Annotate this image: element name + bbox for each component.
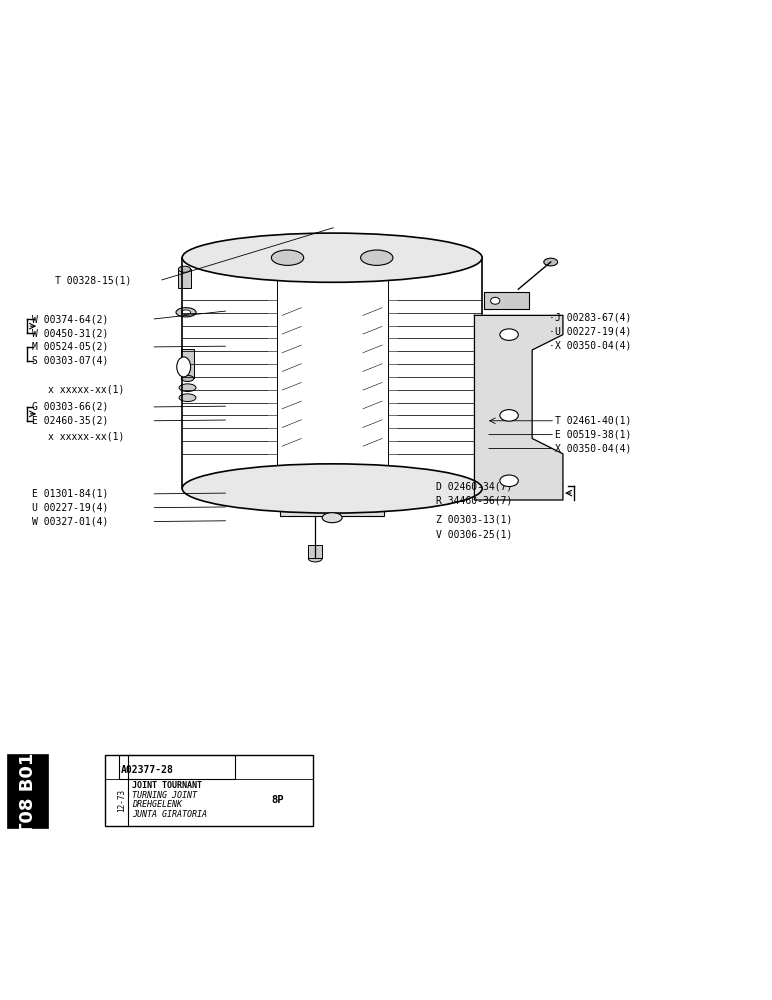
Ellipse shape [308,555,322,562]
Bar [105,755,313,826]
Bar [8,755,48,828]
Text: W 00327-01(4): W 00327-01(4) [32,517,109,527]
Ellipse shape [181,375,194,382]
Bar [279,496,384,516]
Bar [178,269,191,288]
Text: W 00450-31(2): W 00450-31(2) [32,328,109,338]
Ellipse shape [272,250,303,265]
Text: 8P: 8P [272,795,284,805]
Ellipse shape [179,384,196,392]
Ellipse shape [181,310,191,315]
Text: x xxxxx-xx(1): x xxxxx-xx(1) [48,384,124,394]
Ellipse shape [361,250,393,265]
Text: U 00227-19(4): U 00227-19(4) [32,503,109,513]
Bar [308,545,322,558]
Text: E 00519-38(1): E 00519-38(1) [555,430,631,440]
Ellipse shape [182,464,482,513]
Ellipse shape [322,513,342,523]
Text: X 00350-04(4): X 00350-04(4) [555,340,631,350]
Text: T 00328-15(1): T 00328-15(1) [56,276,131,286]
Ellipse shape [543,258,557,266]
Ellipse shape [499,410,518,421]
Ellipse shape [182,233,482,282]
Ellipse shape [491,297,499,304]
Ellipse shape [497,332,505,336]
Text: HT08 B01.0: HT08 B01.0 [19,733,36,850]
Ellipse shape [177,357,191,377]
Bar [119,755,235,779]
Text: G 00303-66(2): G 00303-66(2) [32,402,109,412]
Text: D 02460-34(7): D 02460-34(7) [436,481,513,491]
Ellipse shape [179,394,196,402]
Text: TURNING JOINT: TURNING JOINT [132,791,197,800]
Text: x xxxxx-xx(1): x xxxxx-xx(1) [48,431,124,441]
Text: E 01301-84(1): E 01301-84(1) [32,489,109,499]
Ellipse shape [499,329,518,340]
Text: A02377-28: A02377-28 [120,765,174,775]
Bar [181,349,195,378]
Ellipse shape [178,266,191,272]
Text: Z 00303-13(1): Z 00303-13(1) [436,514,513,524]
Polygon shape [475,315,563,500]
Text: J 00283-67(4): J 00283-67(4) [555,313,631,323]
Text: JUNTA GIRATORIA: JUNTA GIRATORIA [132,810,207,819]
Ellipse shape [176,308,196,317]
Text: X 00350-04(4): X 00350-04(4) [555,443,631,453]
Ellipse shape [493,329,510,338]
Ellipse shape [499,475,518,487]
Text: S 00303-07(4): S 00303-07(4) [32,356,109,366]
Text: W 00374-64(2): W 00374-64(2) [32,314,109,324]
Text: T 02461-40(1): T 02461-40(1) [555,416,631,426]
Bar [485,292,529,309]
Text: 12-73: 12-73 [117,788,127,812]
Text: E 02460-35(2): E 02460-35(2) [32,416,109,426]
Text: R 34460-36(7): R 34460-36(7) [436,495,513,505]
Text: M 00524-05(2): M 00524-05(2) [32,342,109,352]
Text: JOINT TOURNANT: JOINT TOURNANT [132,781,202,790]
Text: DREHGELENK: DREHGELENK [132,800,182,809]
Text: U 00227-19(4): U 00227-19(4) [555,327,631,337]
Text: V 00306-25(1): V 00306-25(1) [436,530,513,540]
